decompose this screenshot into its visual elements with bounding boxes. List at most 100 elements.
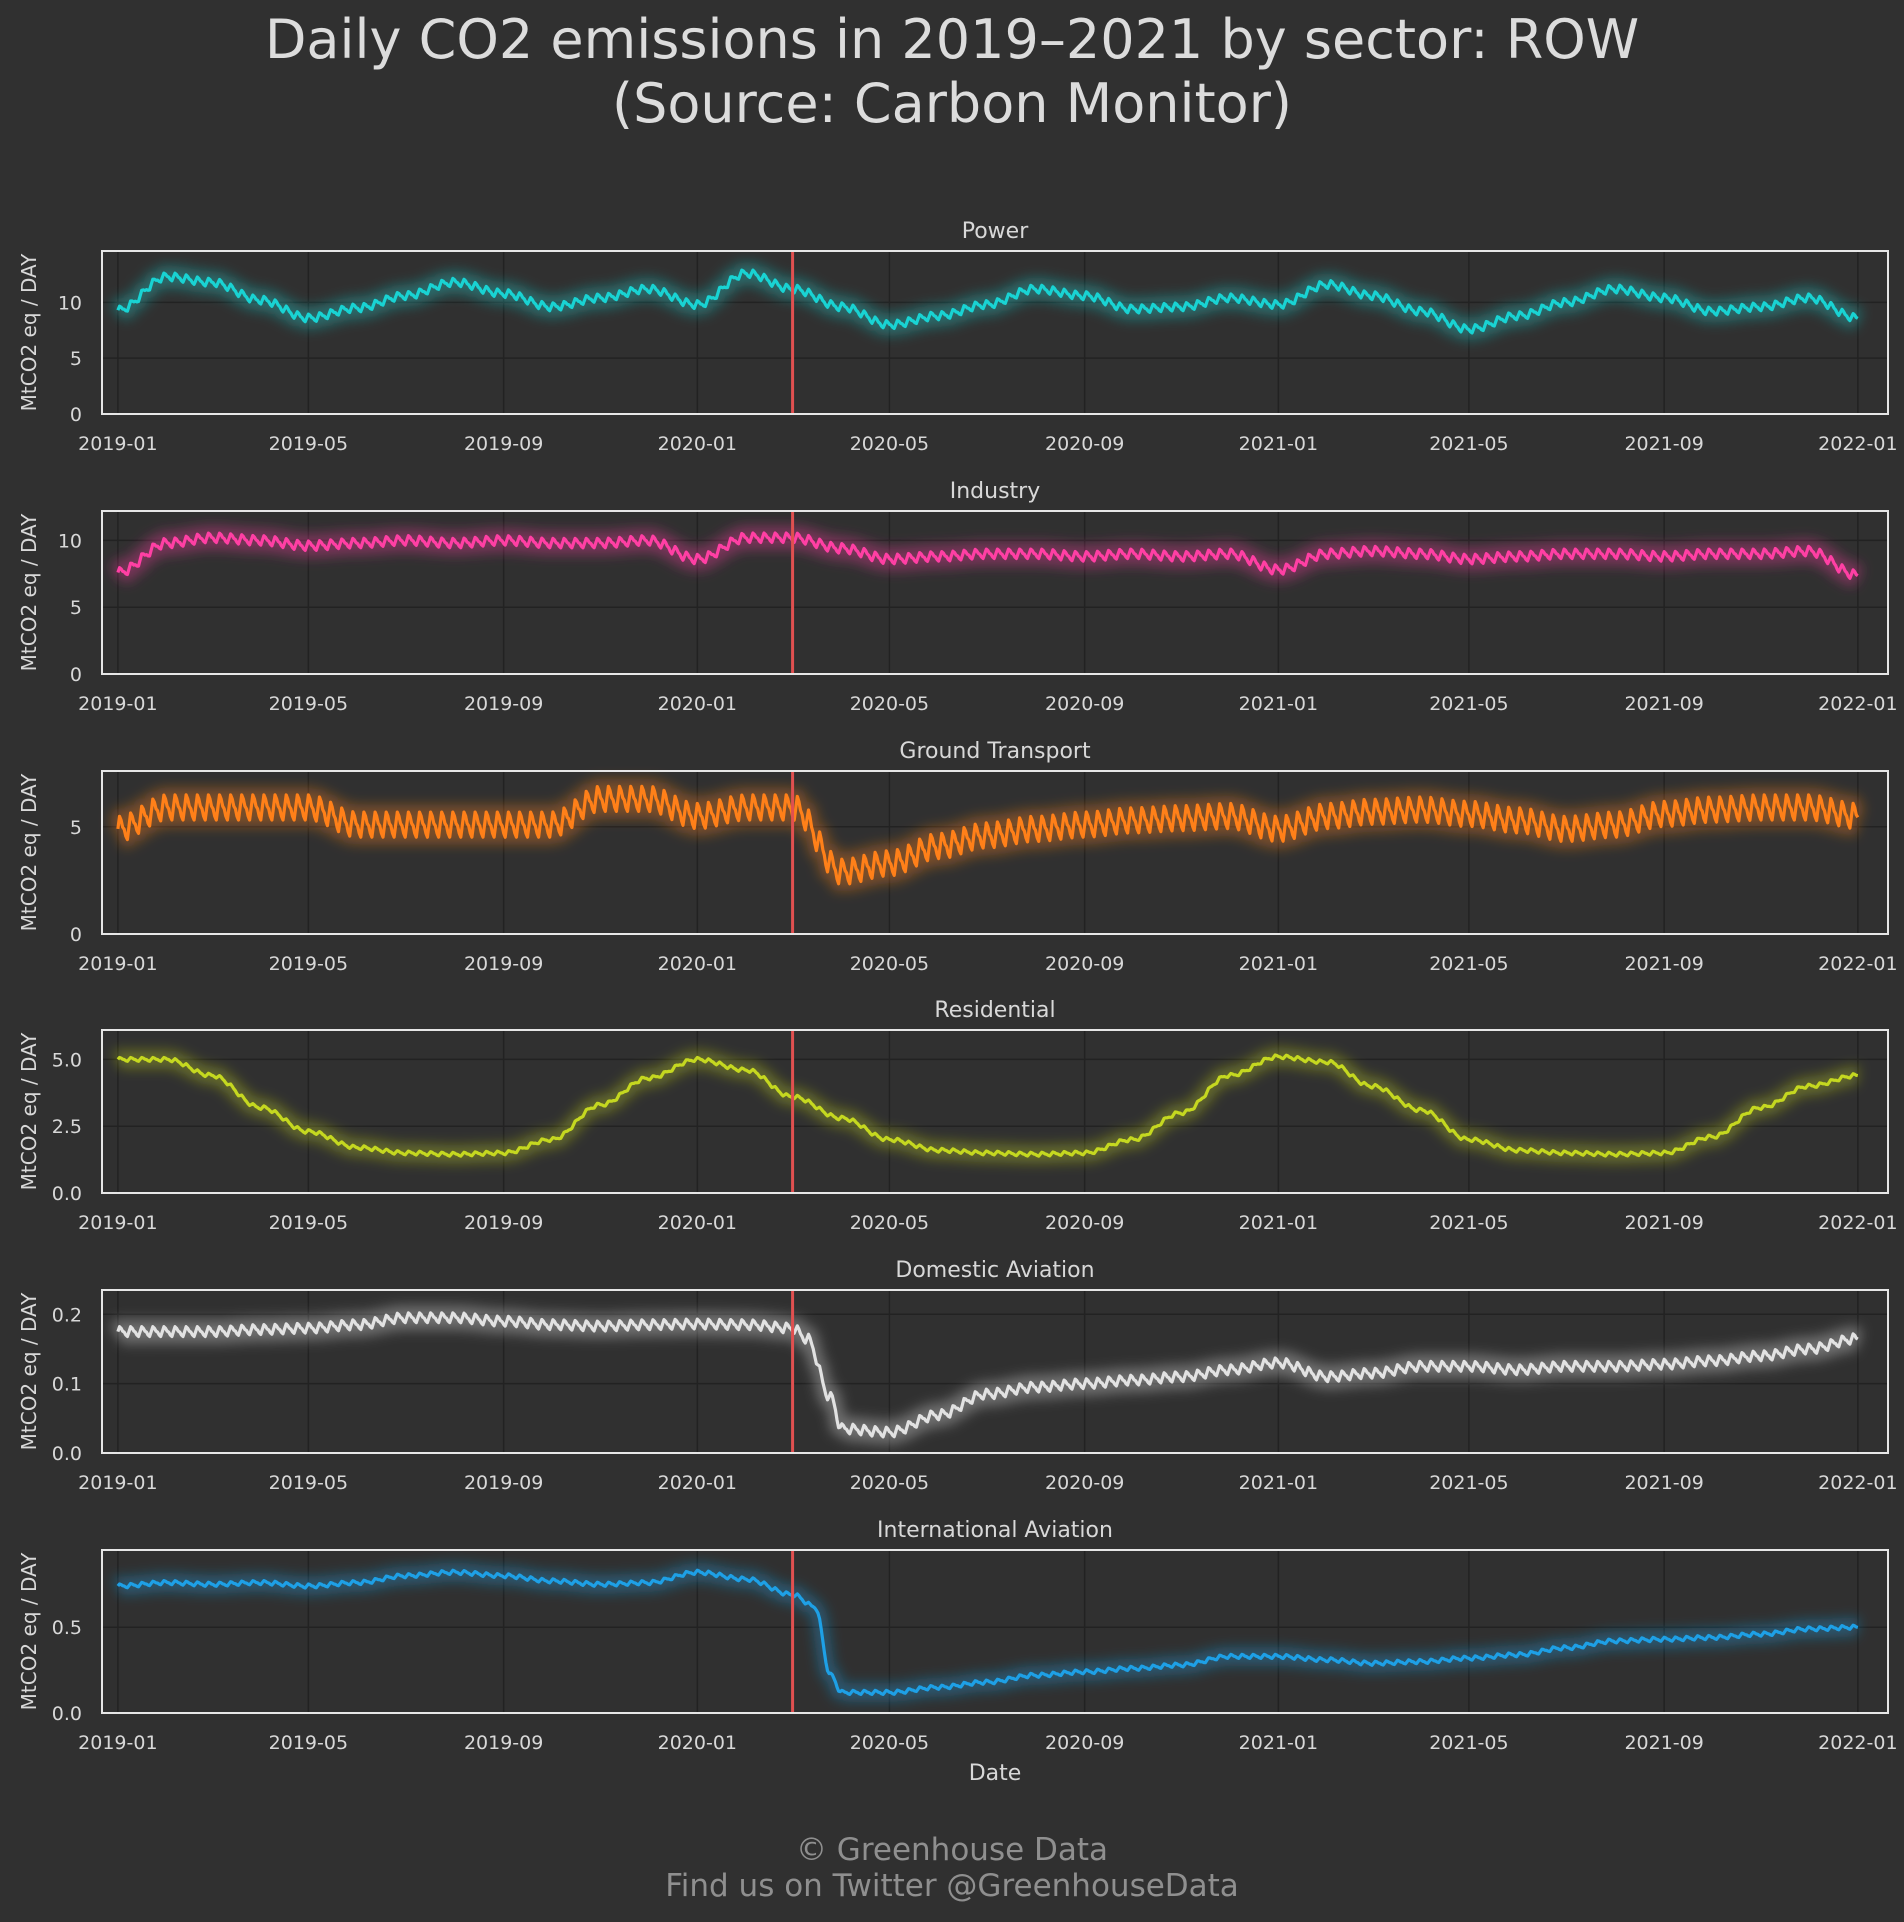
- y-tick-label: 0.1: [52, 1374, 82, 1396]
- y-tick-label: 5: [70, 348, 82, 370]
- y-tick-label: 0.2: [52, 1304, 82, 1326]
- y-axis-label: MtCO2 eq / DAY: [17, 773, 41, 932]
- x-tick-label: 2019-09: [464, 1212, 543, 1234]
- y-tick-label: 2.5: [52, 1116, 82, 1138]
- x-tick-label: 2020-09: [1045, 1472, 1124, 1494]
- x-tick-label: 2022-01: [1818, 1212, 1897, 1234]
- x-tick-label: 2019-05: [269, 693, 348, 715]
- x-tick-label: 2019-01: [78, 693, 157, 715]
- x-tick-label: 2021-01: [1239, 1472, 1318, 1494]
- panel-frame: [101, 770, 1889, 935]
- x-tick-label: 2021-05: [1429, 1472, 1508, 1494]
- y-tick-label: 0.0: [52, 1703, 82, 1725]
- panel-title: Ground Transport: [899, 739, 1091, 764]
- x-tick-label: 2019-01: [78, 953, 157, 975]
- panel-residential: Residential 2019-01 2019-05 2019-09 2020-01 2…: [17, 998, 1898, 1234]
- x-tick-label: 2021-01: [1239, 1732, 1318, 1754]
- x-tick-label: 2020-01: [658, 1472, 737, 1494]
- x-tick-label: 2019-09: [464, 433, 543, 455]
- chart-title-line-2: (Source: Carbon Monitor): [612, 72, 1292, 135]
- y-tick-label: 0: [70, 924, 82, 946]
- x-tick-label: 2022-01: [1818, 953, 1897, 975]
- y-axis-label: MtCO2 eq / DAY: [17, 1292, 41, 1451]
- x-tick-label: 2021-09: [1624, 433, 1703, 455]
- x-tick-label: 2019-09: [464, 1472, 543, 1494]
- x-tick-label: 2020-09: [1045, 953, 1124, 975]
- y-axis-label: MtCO2 eq / DAY: [17, 513, 41, 672]
- x-tick-label: 2019-09: [464, 693, 543, 715]
- panel-industry: Industry 2019-01 2019-05 2019-09 2020-01 2020…: [17, 479, 1898, 715]
- x-tick-label: 2020-05: [850, 953, 929, 975]
- x-tick-label: 2019-01: [78, 433, 157, 455]
- series-line: [116, 531, 1859, 580]
- credit-line-2: Find us on Twitter @GreenhouseData: [665, 1868, 1239, 1904]
- x-tick-label: 2021-05: [1429, 953, 1508, 975]
- y-tick-label: 0: [70, 664, 82, 686]
- chart-title-line-1: Daily CO2 emissions in 2019–2021 by sect…: [264, 8, 1640, 71]
- x-tick-label: 2019-01: [78, 1212, 157, 1234]
- x-tick-label: 2020-01: [658, 693, 737, 715]
- series-glow: [110, 1304, 1865, 1445]
- x-tick-label: 2020-09: [1045, 433, 1124, 455]
- x-tick-label: 2021-01: [1239, 1212, 1318, 1234]
- panel-title: International Aviation: [877, 1518, 1113, 1543]
- x-tick-label: 2021-05: [1429, 1212, 1508, 1234]
- panel-frame: [101, 1289, 1889, 1454]
- x-tick-label: 2019-05: [269, 1472, 348, 1494]
- panel-frame: [101, 510, 1889, 675]
- x-tick-label: 2020-01: [658, 1212, 737, 1234]
- panel-title: Power: [962, 219, 1029, 244]
- x-tick-label: 2021-01: [1239, 693, 1318, 715]
- x-tick-label: 2022-01: [1818, 433, 1897, 455]
- panel-title: Industry: [950, 479, 1041, 504]
- series-glow: [111, 1562, 1865, 1703]
- x-tick-label: 2019-09: [464, 1732, 543, 1754]
- series-line: [116, 1311, 1859, 1439]
- x-tick-label: 2022-01: [1818, 1472, 1897, 1494]
- x-tick-label: 2021-09: [1624, 953, 1703, 975]
- x-tick-label: 2021-09: [1624, 1732, 1703, 1754]
- y-tick-label: 10: [58, 292, 82, 314]
- panel-frame: [101, 1549, 1889, 1714]
- y-tick-label: 5.0: [52, 1049, 82, 1071]
- y-tick-label: 0.5: [52, 1617, 82, 1639]
- series-line: [116, 784, 1860, 886]
- y-axis-label: MtCO2 eq / DAY: [17, 1032, 41, 1191]
- x-tick-label: 2019-05: [269, 1212, 348, 1234]
- credit-line-1: © Greenhouse Data: [795, 1832, 1109, 1868]
- series-line: [116, 1568, 1859, 1696]
- x-tick-label: 2021-05: [1429, 693, 1508, 715]
- x-tick-label: 2021-01: [1239, 953, 1318, 975]
- x-tick-label: 2021-09: [1624, 1212, 1703, 1234]
- panel-title: Domestic Aviation: [895, 1258, 1094, 1283]
- x-tick-label: 2020-01: [658, 953, 737, 975]
- x-tick-label: 2022-01: [1818, 1732, 1897, 1754]
- y-axis-label: MtCO2 eq / DAY: [17, 253, 41, 412]
- x-tick-label: 2020-05: [850, 433, 929, 455]
- x-tick-label: 2019-05: [269, 1732, 348, 1754]
- panel-ground-transport: Ground Transport 2019-01 2019-05 2019-09 202…: [17, 739, 1898, 975]
- series-glow: [111, 1047, 1865, 1165]
- x-tick-label: 2019-01: [78, 1732, 157, 1754]
- panel-frame: [101, 250, 1889, 415]
- panel-international-aviation: International Aviation 2019-01 2019-05 2019…: [17, 1518, 1898, 1786]
- x-tick-label: 2019-05: [269, 953, 348, 975]
- x-tick-label: 2019-05: [269, 433, 348, 455]
- x-tick-label: 2020-05: [850, 1472, 929, 1494]
- x-tick-label: 2020-09: [1045, 1732, 1124, 1754]
- x-tick-label: 2019-01: [78, 1472, 157, 1494]
- x-tick-label: 2020-05: [850, 693, 929, 715]
- x-tick-label: 2020-09: [1045, 693, 1124, 715]
- panel-title: Residential: [934, 998, 1055, 1023]
- x-tick-label: 2020-09: [1045, 1212, 1124, 1234]
- x-tick-label: 2022-01: [1818, 693, 1897, 715]
- x-tick-label: 2020-05: [850, 1212, 929, 1234]
- panel-domestic-aviation: Domestic Aviation 2019-01 2019-05 2019-09 20…: [17, 1258, 1898, 1494]
- x-axis-label: Date: [969, 1761, 1022, 1786]
- y-axis-label: MtCO2 eq / DAY: [17, 1552, 41, 1711]
- series-glow: [109, 778, 1865, 892]
- series-line: [116, 1053, 1859, 1158]
- y-tick-label: 10: [58, 530, 82, 552]
- x-tick-label: 2021-09: [1624, 693, 1703, 715]
